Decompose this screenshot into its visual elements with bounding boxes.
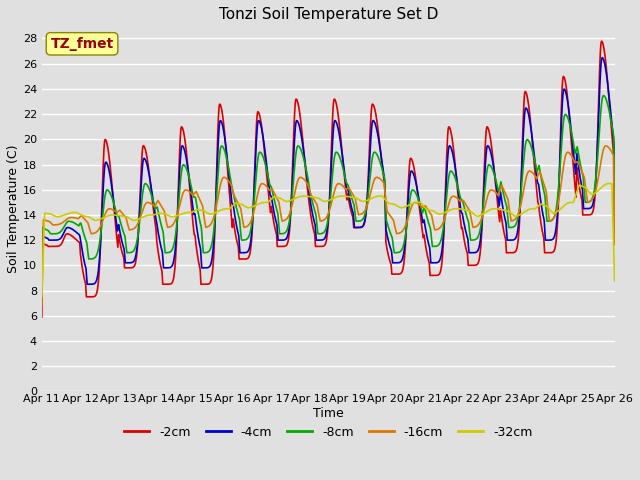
-16cm xyxy=(511,217,518,223)
Legend: -2cm, -4cm, -8cm, -16cm, -32cm: -2cm, -4cm, -8cm, -16cm, -32cm xyxy=(119,420,538,444)
-8cm xyxy=(38,290,45,296)
-8cm xyxy=(511,224,518,229)
-32cm xyxy=(38,293,45,299)
-8cm xyxy=(263,167,271,172)
-16cm xyxy=(611,242,618,248)
-16cm xyxy=(276,209,284,215)
-32cm xyxy=(164,213,172,218)
Line: -4cm: -4cm xyxy=(42,58,614,288)
X-axis label: Time: Time xyxy=(313,407,344,420)
-2cm xyxy=(598,38,605,44)
-8cm xyxy=(611,238,618,243)
-4cm xyxy=(263,161,271,167)
Line: -8cm: -8cm xyxy=(42,96,614,293)
Line: -16cm: -16cm xyxy=(42,146,614,305)
-16cm xyxy=(38,302,45,308)
-2cm xyxy=(164,281,172,287)
Title: Tonzi Soil Temperature Set D: Tonzi Soil Temperature Set D xyxy=(218,7,438,22)
-32cm xyxy=(263,200,271,205)
-4cm xyxy=(416,203,424,209)
Line: -2cm: -2cm xyxy=(42,41,614,317)
-4cm xyxy=(598,55,606,60)
-32cm xyxy=(276,195,284,201)
-4cm xyxy=(611,226,618,232)
-2cm xyxy=(276,243,284,249)
-4cm xyxy=(38,285,45,290)
-32cm xyxy=(560,203,568,209)
-32cm xyxy=(416,200,424,205)
-4cm xyxy=(560,87,568,93)
-2cm xyxy=(560,74,568,80)
Text: TZ_fmet: TZ_fmet xyxy=(51,37,114,51)
-4cm xyxy=(164,265,172,271)
Y-axis label: Soil Temperature (C): Soil Temperature (C) xyxy=(7,144,20,273)
-32cm xyxy=(511,213,518,219)
-2cm xyxy=(511,250,518,255)
-8cm xyxy=(416,202,424,208)
Line: -32cm: -32cm xyxy=(42,183,614,296)
-32cm xyxy=(611,278,618,284)
-8cm xyxy=(164,250,172,255)
-16cm xyxy=(416,202,424,208)
-8cm xyxy=(600,93,607,98)
-8cm xyxy=(276,231,284,237)
-2cm xyxy=(38,314,45,320)
-2cm xyxy=(416,211,424,216)
-16cm xyxy=(164,224,172,230)
-2cm xyxy=(263,171,271,177)
-32cm xyxy=(605,180,613,186)
-4cm xyxy=(276,237,284,243)
-4cm xyxy=(511,237,518,242)
-16cm xyxy=(560,162,568,168)
-8cm xyxy=(560,117,568,122)
-16cm xyxy=(263,183,271,189)
-16cm xyxy=(602,143,610,149)
-2cm xyxy=(611,161,618,167)
